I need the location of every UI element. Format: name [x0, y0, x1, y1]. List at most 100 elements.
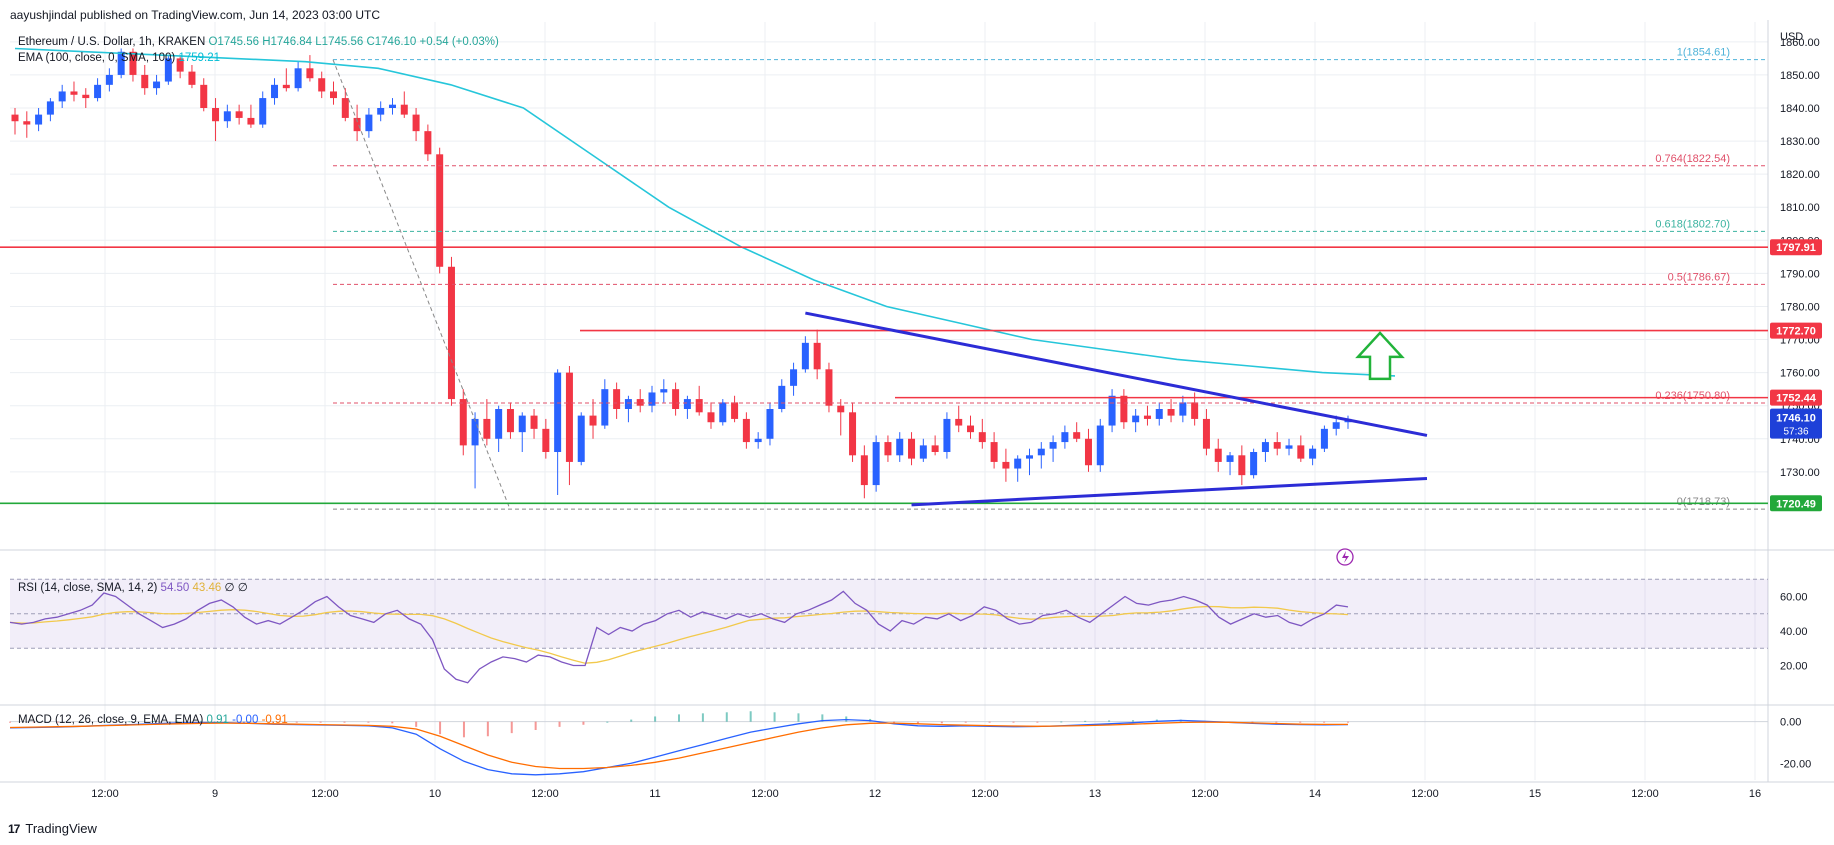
candle-body: [542, 428, 550, 452]
candle-body: [223, 111, 231, 122]
brand-footer[interactable]: 17 TradingView: [8, 821, 97, 836]
candle-body: [554, 372, 562, 452]
candle-body: [70, 91, 78, 95]
candle-body: [1096, 425, 1104, 466]
price-tick-label: 1810.00: [1780, 202, 1820, 214]
candle-body: [695, 399, 703, 413]
trendline: [805, 311, 1428, 437]
candle-body: [731, 402, 739, 419]
candle-body: [94, 84, 102, 99]
last-price-label: 1746.10: [1776, 413, 1816, 425]
candle-body: [872, 442, 880, 486]
price-tick-label: 1820.00: [1780, 169, 1820, 181]
candle-body: [377, 108, 385, 115]
macd-label[interactable]: MACD (12, 26, close, 9, EMA, EMA): [18, 714, 204, 726]
macd-histogram-bar: [558, 721, 561, 727]
candle-body: [330, 91, 338, 99]
candle-body: [141, 74, 149, 89]
macd-histogram-bar: [749, 711, 752, 722]
symbol-name[interactable]: Ethereum / U.S. Dollar, 1h, KRAKEN: [18, 36, 206, 48]
macd-histogram-bar: [678, 714, 680, 722]
candle-body: [1025, 455, 1033, 459]
last-price-badge: [1770, 408, 1822, 439]
candle-body: [589, 415, 597, 426]
macd-histogram-bar: [1084, 720, 1087, 722]
candle-body: [212, 108, 220, 122]
candle-body: [1320, 428, 1328, 449]
rsi-ma-line: [9, 605, 1349, 664]
candle-body: [955, 418, 963, 426]
macd-macd-line: [9, 718, 1349, 776]
macd-histogram-bar: [1060, 721, 1063, 723]
time-tick-label: 14: [1309, 788, 1321, 800]
macd-histogram-bar: [271, 721, 274, 723]
rsi-label[interactable]: RSI (14, close, SMA, 14, 2): [18, 582, 158, 594]
level-badge-label: 1797.91: [1776, 242, 1816, 254]
candle-body: [23, 121, 31, 125]
macd-histogram-bar: [1108, 720, 1111, 722]
rsi-value: 54.50: [160, 582, 190, 594]
candle-body: [837, 405, 845, 413]
currency-label: USD: [1780, 31, 1803, 43]
macd-histogram-bar: [510, 721, 513, 734]
candle-body: [1167, 409, 1175, 416]
candle-body: [459, 399, 467, 446]
macd-histogram-bar: [486, 721, 489, 737]
rsi-extra: ∅ ∅: [224, 582, 248, 594]
macd-histogram-bar: [104, 721, 107, 723]
price-tick-label: 1830.00: [1780, 136, 1820, 148]
ema-value: 1759.21: [178, 52, 221, 64]
candle-body: [153, 81, 161, 89]
macd-histogram-bar: [893, 721, 896, 723]
brand-name: TradingView: [25, 821, 97, 836]
candle-body: [1037, 448, 1045, 456]
level-badge: [1770, 322, 1822, 339]
candle-body: [129, 51, 137, 75]
candle-body: [294, 68, 302, 89]
candle-body: [282, 84, 290, 89]
candle-body: [613, 389, 621, 409]
macd-histogram-bar: [1251, 721, 1254, 723]
candle-body: [46, 101, 54, 115]
time-tick-label: 12:00: [1411, 788, 1439, 800]
candle-body: [1285, 445, 1293, 449]
candle-body: [247, 117, 255, 125]
ema-label[interactable]: EMA (100, close, 0, SMA, 100): [18, 52, 176, 64]
level-badge: [1770, 389, 1822, 406]
macd-histogram-bar: [582, 721, 585, 725]
macd-histogram-bar: [964, 721, 967, 723]
ohlc-change: +0.54 (+0.03%): [419, 36, 499, 48]
candle-body: [778, 385, 786, 409]
time-tick-label: 12:00: [751, 788, 779, 800]
rsi-tick-label: 60.00: [1780, 592, 1808, 604]
candle-body: [1238, 455, 1246, 476]
up-arrow-icon: [1355, 331, 1405, 381]
candle-body: [648, 392, 656, 406]
macd-histogram-bar: [247, 721, 250, 723]
candle-body: [884, 442, 892, 456]
macd-signal-value: -0.91: [261, 714, 288, 726]
macd-histogram-bar: [988, 721, 991, 723]
candle-body: [353, 117, 361, 132]
time-tick-label: 12:00: [971, 788, 999, 800]
candle-body: [412, 114, 420, 132]
candle-body: [601, 389, 609, 426]
candle-body: [1073, 432, 1081, 439]
candle-body: [1002, 461, 1010, 469]
macd-histogram-bar: [773, 712, 776, 722]
rsi-legend: RSI (14, close, SMA, 14, 2) 54.50 43.46 …: [18, 580, 248, 594]
macd-histogram-bar: [1036, 721, 1039, 723]
candle-body: [506, 409, 514, 433]
macd-histogram-bar: [606, 721, 609, 723]
candle-body: [318, 78, 326, 92]
candle-body: [1261, 442, 1269, 452]
candle-body: [176, 58, 184, 72]
publisher-text: aayushjindal published on TradingView.co…: [10, 8, 381, 22]
time-tick-label: 16: [1749, 788, 1761, 800]
ohlc-high: H1746.84: [262, 36, 313, 48]
ohlc-low: L1745.56: [315, 36, 364, 48]
candle-body: [896, 438, 904, 456]
candle-body: [1049, 442, 1057, 449]
macd-histogram-bar: [415, 721, 418, 727]
